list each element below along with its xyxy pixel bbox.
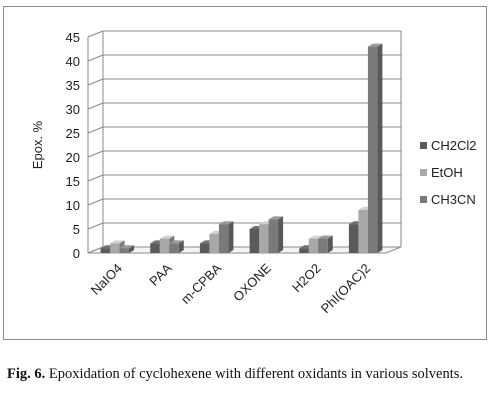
bar-side bbox=[278, 216, 284, 253]
gridline-side bbox=[87, 150, 104, 158]
bar-front bbox=[209, 233, 219, 253]
bar-front bbox=[318, 238, 328, 253]
bar-top bbox=[268, 216, 284, 220]
x-tick-label: OXONE bbox=[230, 260, 274, 304]
caption-label: Fig. 6. bbox=[7, 366, 46, 382]
gridline-side bbox=[87, 102, 104, 110]
bar-front bbox=[199, 243, 210, 253]
gridline-side bbox=[87, 222, 104, 230]
x-tick-label: m-CPBA bbox=[178, 260, 225, 307]
y-axis-label: Epox. % bbox=[30, 120, 45, 169]
bar-side bbox=[377, 43, 383, 253]
x-tick-label: PAA bbox=[146, 260, 175, 289]
bar-top bbox=[367, 43, 383, 47]
gridline-side bbox=[87, 174, 104, 182]
bar-side bbox=[178, 240, 184, 253]
bar-side bbox=[228, 221, 234, 253]
bar-front bbox=[299, 248, 309, 253]
y-tick-label: 15 bbox=[66, 174, 80, 189]
bar bbox=[169, 240, 184, 253]
y-tick-label: 5 bbox=[73, 222, 80, 237]
bars bbox=[100, 43, 383, 253]
legend-swatch bbox=[420, 196, 427, 203]
bar-side bbox=[327, 235, 333, 253]
caption-text: Epoxidation of cyclohexene with differen… bbox=[45, 366, 463, 382]
bar bbox=[119, 245, 135, 253]
y-tick-labels: 0 5 10 15 20 25 30 35 40 45 bbox=[66, 30, 80, 261]
y-tick-label: 40 bbox=[66, 54, 80, 69]
y-tick-label: 45 bbox=[66, 30, 80, 45]
gridlines bbox=[87, 30, 401, 254]
legend: CH2Cl2 EtOH CH3CN bbox=[420, 138, 477, 207]
bar bbox=[268, 216, 284, 253]
gridline-side bbox=[87, 126, 104, 134]
gridline-side bbox=[87, 54, 104, 62]
bar-front bbox=[100, 248, 111, 253]
bar-top bbox=[119, 245, 135, 249]
bar-top bbox=[308, 235, 324, 239]
x-tick-label: H2O2 bbox=[289, 261, 324, 296]
bar-front bbox=[249, 229, 260, 253]
legend-label: EtOH bbox=[431, 165, 463, 180]
legend-label: CH2Cl2 bbox=[431, 138, 477, 153]
bar-top bbox=[169, 240, 184, 244]
bar-front bbox=[367, 46, 378, 253]
y-tick-label: 25 bbox=[66, 126, 80, 141]
bar-front bbox=[268, 219, 279, 253]
x-tick-label: PhI(OAC)2 bbox=[318, 261, 374, 317]
legend-label: CH3CN bbox=[431, 192, 476, 207]
bar-top bbox=[218, 221, 234, 225]
bar-front bbox=[218, 224, 229, 253]
figure-caption: Fig. 6. Epoxidation of cyclohexene with … bbox=[7, 366, 489, 383]
y-tick-label: 35 bbox=[66, 78, 80, 93]
bar-front bbox=[169, 243, 179, 253]
gridline-side bbox=[87, 78, 104, 86]
bar-front bbox=[110, 243, 120, 253]
bar-front bbox=[159, 238, 170, 253]
y-tick-label: 10 bbox=[66, 198, 80, 213]
bar bbox=[218, 221, 234, 253]
bar-front bbox=[358, 209, 368, 253]
bar-top bbox=[318, 235, 333, 239]
bar-front bbox=[348, 224, 359, 253]
chart-frame bbox=[3, 6, 487, 340]
gridline-side bbox=[87, 198, 104, 206]
bar-top bbox=[110, 240, 125, 244]
legend-swatch bbox=[420, 142, 427, 149]
x-tick-label: NaIO4 bbox=[88, 261, 125, 298]
y-tick-label: 0 bbox=[73, 246, 80, 261]
bar-top bbox=[159, 235, 175, 239]
y-tick-label: 30 bbox=[66, 102, 80, 117]
bar-front bbox=[150, 243, 160, 253]
bar bbox=[367, 43, 383, 253]
legend-swatch bbox=[420, 169, 427, 176]
y-tick-label: 20 bbox=[66, 150, 80, 165]
gridline-side bbox=[87, 30, 104, 38]
bar-front bbox=[308, 238, 319, 253]
bar-front bbox=[119, 248, 130, 253]
bar-front bbox=[259, 224, 269, 253]
bar-side bbox=[129, 245, 135, 253]
bar bbox=[318, 235, 333, 253]
